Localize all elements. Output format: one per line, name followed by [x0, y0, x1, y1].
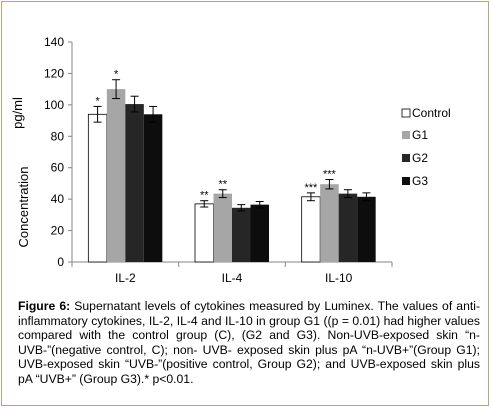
y-tick-label: 0 — [57, 255, 64, 269]
legend-swatch-g1 — [402, 131, 410, 139]
bar-control-il-10 — [301, 196, 321, 263]
y-axis-title: Concentration — [16, 167, 31, 248]
figure-caption: Figure 6: Supernatant levels of cytokine… — [18, 299, 480, 387]
significance-marker: ** — [200, 190, 209, 202]
bar-g2-il-10 — [338, 193, 358, 262]
significance-marker: *** — [323, 169, 337, 181]
bars: ****** ****** — [87, 69, 376, 263]
figure-caption-text: Supernatant levels of cytokines measured… — [18, 299, 481, 386]
bar-control-il-2 — [87, 113, 108, 263]
x-category-label: IL-2 — [115, 271, 136, 285]
y-tick-label: 140 — [44, 35, 64, 49]
y-tick-label: 120 — [44, 66, 64, 80]
x-category-label: IL-4 — [222, 271, 243, 285]
y-axis-unit-label: pg/ml — [10, 97, 25, 129]
legend-label-g2: G2 — [412, 151, 428, 165]
legend-swatch-g3 — [402, 177, 410, 185]
bar-g3-il-10 — [357, 196, 376, 262]
legend-label-control: Control — [412, 106, 451, 120]
significance-marker: ** — [218, 179, 227, 191]
figure-caption-label: Figure 6: — [18, 299, 71, 313]
legend-swatch-control — [401, 108, 411, 118]
y-axis: 0 20 40 60 80 100 120 140 — [44, 35, 73, 269]
y-tick-label: 20 — [51, 224, 65, 238]
significance-marker: * — [114, 69, 119, 81]
y-tick-label: 100 — [44, 98, 64, 112]
legend-swatch-g2 — [402, 154, 410, 162]
significance-marker: * — [95, 95, 100, 107]
legend: Control G1 G2 G3 — [401, 106, 451, 188]
legend-label-g3: G3 — [412, 174, 428, 188]
bar-g1-il-4 — [213, 193, 232, 262]
bar-g1-il-10 — [320, 184, 339, 262]
significance-marker: *** — [304, 182, 318, 194]
y-tick-label: 40 — [51, 192, 65, 206]
x-category-label: IL-10 — [325, 271, 353, 285]
bar-g3-il-2 — [143, 114, 163, 263]
bar-g1-il-2 — [106, 89, 126, 263]
y-tick-label: 80 — [51, 129, 65, 143]
bar-g3-il-4 — [250, 204, 269, 262]
bar-g2-il-4 — [232, 207, 251, 262]
x-axis: IL-2 IL-4 IL-10 — [71, 261, 393, 285]
bar-control-il-4 — [194, 203, 214, 263]
bar-g2-il-2 — [125, 104, 144, 262]
legend-label-g1: G1 — [412, 128, 428, 142]
y-tick-label: 60 — [51, 161, 65, 175]
